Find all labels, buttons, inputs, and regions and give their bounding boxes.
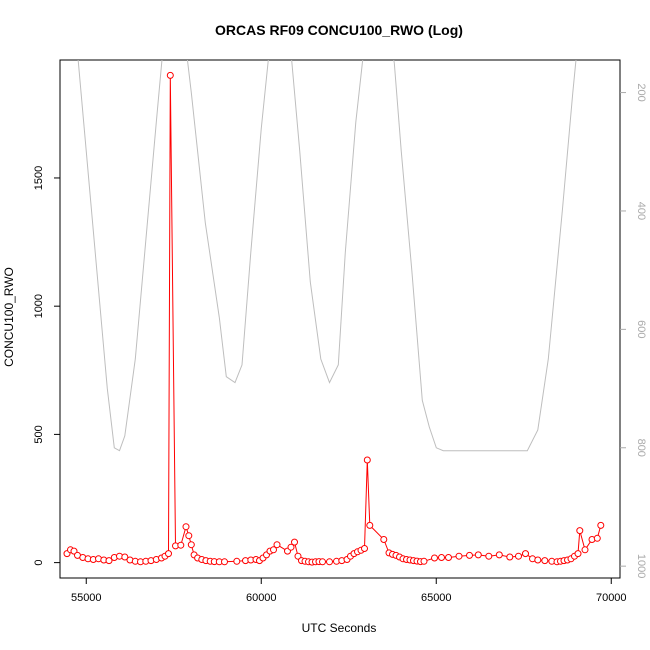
data-point — [121, 553, 129, 561]
data-point — [182, 523, 190, 531]
data-point — [597, 521, 605, 529]
primary-series-layer — [63, 71, 605, 566]
data-point — [187, 541, 195, 549]
data-point — [576, 527, 584, 535]
data-point — [233, 557, 241, 565]
y2-tick-label: 600 — [635, 320, 647, 338]
data-point — [221, 558, 228, 566]
data-point — [581, 546, 589, 554]
data-point — [270, 546, 277, 554]
data-point — [273, 541, 281, 549]
y2-tick-label: 1000 — [635, 554, 647, 578]
data-point — [445, 554, 452, 561]
secondary-series-line — [77, 60, 577, 452]
chart-title: ORCAS RF09 CONCU100_RWO (Log) — [215, 22, 463, 38]
y-tick-label: 0 — [33, 560, 45, 566]
data-point — [485, 552, 493, 560]
data-point — [291, 538, 298, 546]
data-point — [380, 536, 388, 543]
x-tick-label: 60000 — [246, 592, 277, 604]
data-point — [177, 541, 185, 549]
data-point — [506, 553, 514, 561]
data-point — [455, 552, 463, 560]
data-point — [361, 545, 368, 552]
y-tick-label: 1000 — [33, 294, 45, 318]
data-point — [438, 554, 445, 561]
data-point — [420, 557, 428, 565]
y2-tick-label: 200 — [635, 83, 647, 101]
data-point — [166, 71, 174, 79]
y-tick-label: 500 — [33, 425, 45, 443]
data-point — [105, 557, 113, 565]
data-point — [495, 551, 503, 559]
data-point — [185, 532, 193, 540]
y-axis-label: CONCU100_RWO — [2, 267, 16, 367]
x-tick-label: 70000 — [596, 592, 627, 604]
data-point — [326, 558, 333, 566]
x-tick-label: 55000 — [71, 592, 102, 604]
data-point — [363, 456, 371, 464]
secondary-series-layer — [77, 60, 577, 452]
x-axis-label: UTC Seconds — [302, 621, 377, 635]
plot-frame — [59, 59, 621, 579]
data-point — [431, 554, 438, 562]
data-point — [466, 551, 473, 559]
data-point — [515, 552, 522, 560]
y2-tick-label: 800 — [635, 439, 647, 457]
data-point — [319, 558, 326, 566]
data-point — [541, 557, 549, 565]
data-point — [294, 552, 302, 560]
y2-tick-label: 400 — [635, 202, 647, 220]
data-point — [165, 550, 172, 558]
x-tick-label: 65000 — [421, 592, 452, 604]
data-point — [287, 543, 295, 551]
data-point — [534, 556, 542, 564]
data-point — [522, 550, 529, 558]
y-tick-label: 1500 — [33, 166, 45, 190]
data-point — [366, 521, 374, 529]
data-point — [474, 551, 482, 559]
data-point — [593, 534, 601, 542]
data-point — [574, 550, 582, 558]
axes-layer: 55000 60000 65000 70000 0 500 1000 1500 200 400 60… — [33, 83, 647, 604]
